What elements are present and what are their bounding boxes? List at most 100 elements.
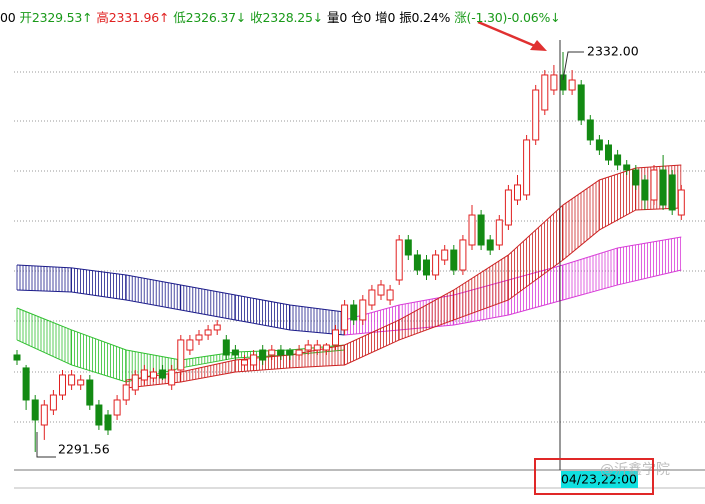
candle-body bbox=[595, 139, 603, 151]
candle-body bbox=[259, 349, 267, 361]
candle-body bbox=[332, 329, 339, 346]
candle-body bbox=[113, 399, 121, 416]
candle-body bbox=[468, 214, 476, 246]
candle-body bbox=[586, 119, 594, 141]
candle-body bbox=[95, 404, 103, 426]
band-lower bbox=[126, 207, 682, 389]
candle-body bbox=[641, 179, 649, 201]
candle-body bbox=[68, 374, 76, 386]
header-item: 涨(-1.30)-0.06%↓ bbox=[454, 10, 561, 25]
candle-body bbox=[150, 371, 157, 379]
arrow bbox=[477, 20, 536, 48]
header-item: 高2331.96↑ bbox=[96, 10, 170, 25]
candle-body bbox=[395, 239, 403, 281]
candle-body bbox=[486, 239, 494, 251]
candles bbox=[13, 52, 685, 452]
candle-body bbox=[122, 384, 130, 401]
low-marker-line bbox=[36, 431, 56, 458]
bands bbox=[16, 164, 682, 389]
candle-body bbox=[31, 399, 39, 421]
candle-body bbox=[605, 144, 612, 161]
candle-body bbox=[159, 369, 167, 379]
header-item: 开2329.53↑ bbox=[19, 10, 93, 25]
highlight-box bbox=[534, 458, 654, 495]
cursor-label-bg bbox=[561, 471, 638, 488]
candle-body bbox=[659, 169, 667, 206]
candle-body bbox=[22, 367, 30, 401]
header-item: 仓0 bbox=[351, 10, 372, 25]
candle-body bbox=[441, 249, 449, 261]
candle-body bbox=[313, 344, 321, 351]
candle-body bbox=[40, 404, 48, 426]
cursor-label: 04/23,22:00 bbox=[561, 472, 637, 487]
candle-body bbox=[204, 329, 212, 336]
header: 00 开2329.53↑ 高2331.96↑ 低2326.37↓ 收2328.25↓ 量0… bbox=[0, 7, 565, 26]
low-marker-label: 2291.56 bbox=[58, 441, 110, 456]
arrow-head bbox=[530, 40, 547, 51]
candle-body bbox=[413, 254, 421, 271]
candle-body bbox=[222, 339, 230, 356]
candle-body bbox=[77, 379, 85, 386]
candle-body bbox=[550, 74, 558, 91]
header-item: 低2326.37↓ bbox=[173, 10, 247, 25]
band-lower bbox=[344, 269, 682, 336]
candle-body bbox=[650, 169, 658, 201]
candle-body bbox=[632, 169, 640, 186]
candle-body bbox=[250, 354, 258, 366]
header-item: 收2328.25↓ bbox=[250, 10, 324, 25]
candle-body bbox=[668, 174, 676, 211]
candle-body bbox=[432, 254, 440, 276]
candle-body bbox=[359, 299, 367, 321]
high-marker-label: 2332.00 bbox=[587, 44, 639, 59]
candle-body bbox=[104, 414, 112, 431]
band-upper bbox=[126, 164, 682, 381]
annotations: 2332.00 2291.56 bbox=[36, 44, 639, 458]
candle-body bbox=[286, 349, 294, 356]
candle-body bbox=[268, 349, 276, 356]
candle-body bbox=[541, 74, 549, 111]
candle-body bbox=[614, 154, 622, 166]
candle-body bbox=[523, 139, 531, 196]
grid bbox=[14, 71, 705, 489]
candle-body bbox=[295, 349, 303, 356]
candle-body bbox=[213, 324, 221, 331]
candle-body bbox=[577, 84, 585, 121]
band-upper bbox=[344, 236, 682, 321]
candle-body bbox=[459, 239, 467, 271]
candle-body bbox=[140, 369, 148, 381]
candle-body bbox=[341, 304, 349, 331]
candle-body bbox=[304, 344, 312, 351]
band-upper bbox=[16, 264, 345, 313]
candle-body bbox=[377, 284, 385, 296]
candle-body bbox=[568, 79, 576, 91]
header-item: 振0.24% bbox=[399, 10, 451, 25]
candle-body bbox=[231, 349, 239, 356]
header-item: 量0 bbox=[327, 10, 348, 25]
candle-body bbox=[177, 339, 185, 371]
candle-body bbox=[368, 289, 376, 306]
candle-body bbox=[49, 394, 57, 411]
candle-body bbox=[86, 379, 94, 406]
candle-body bbox=[13, 354, 21, 361]
candle-body bbox=[131, 374, 139, 391]
candle-body bbox=[386, 289, 394, 301]
candle-body bbox=[277, 349, 285, 356]
candle-body bbox=[404, 239, 412, 256]
candle-body bbox=[186, 339, 194, 351]
header-item: 增0 bbox=[375, 10, 396, 25]
candle-body bbox=[495, 219, 503, 246]
candle-body bbox=[59, 374, 66, 396]
candle-body bbox=[168, 369, 176, 386]
candle-body bbox=[532, 89, 540, 141]
header-item: 00 bbox=[0, 10, 16, 25]
watermark: @沂鑫学院 bbox=[600, 461, 670, 478]
candle-body bbox=[241, 359, 248, 366]
candle-body bbox=[623, 164, 631, 171]
candle-body bbox=[423, 259, 430, 276]
candle-body bbox=[504, 189, 512, 226]
candle-body bbox=[195, 334, 203, 341]
candle-body bbox=[350, 304, 358, 321]
candle-body bbox=[450, 249, 458, 271]
